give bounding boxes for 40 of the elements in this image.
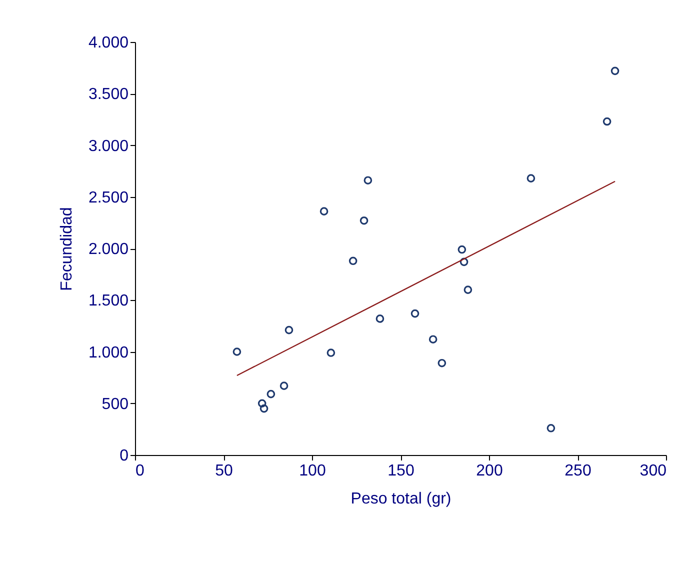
point bbox=[258, 399, 266, 408]
x-axis-title: Peso total (gr) bbox=[350, 490, 452, 508]
point bbox=[438, 358, 446, 368]
y-tick-label: 2.500 bbox=[88, 189, 129, 206]
y-tick-label: 500 bbox=[102, 396, 129, 413]
y-tick-label: 1.500 bbox=[88, 292, 129, 310]
point bbox=[360, 216, 368, 225]
x-tick-label: 300 bbox=[640, 462, 667, 480]
y-tick-label: 3.000 bbox=[88, 138, 129, 155]
x-tick-label: 100 bbox=[299, 462, 326, 480]
point bbox=[376, 314, 384, 323]
point bbox=[284, 326, 294, 334]
y-axis-title: Fecundidad bbox=[58, 207, 76, 291]
point bbox=[348, 256, 358, 266]
x-tick-label: 150 bbox=[388, 462, 414, 480]
x-tick-label: 0 bbox=[136, 462, 144, 480]
point bbox=[602, 117, 612, 126]
point bbox=[464, 286, 472, 294]
y-tick-label: 1.000 bbox=[88, 344, 129, 362]
y-tick-label: 0 bbox=[120, 448, 129, 464]
point bbox=[526, 174, 536, 182]
y-tick-label: 3.500 bbox=[88, 86, 129, 104]
point bbox=[232, 348, 242, 356]
point bbox=[460, 258, 468, 266]
point bbox=[546, 424, 556, 432]
point bbox=[266, 390, 276, 398]
x-tick-label: 50 bbox=[215, 462, 233, 480]
y-tick-label: 4.000 bbox=[88, 34, 129, 52]
x-tick-label: 200 bbox=[476, 462, 503, 480]
x-tick-label: 250 bbox=[564, 462, 592, 480]
point bbox=[428, 335, 438, 344]
point bbox=[260, 404, 268, 413]
point bbox=[610, 66, 620, 76]
point bbox=[458, 245, 466, 254]
point bbox=[364, 176, 372, 184]
point bbox=[410, 309, 420, 318]
point bbox=[320, 207, 328, 216]
point bbox=[326, 348, 336, 357]
point bbox=[280, 382, 288, 390]
y-tick-label: 2.000 bbox=[88, 241, 129, 258]
